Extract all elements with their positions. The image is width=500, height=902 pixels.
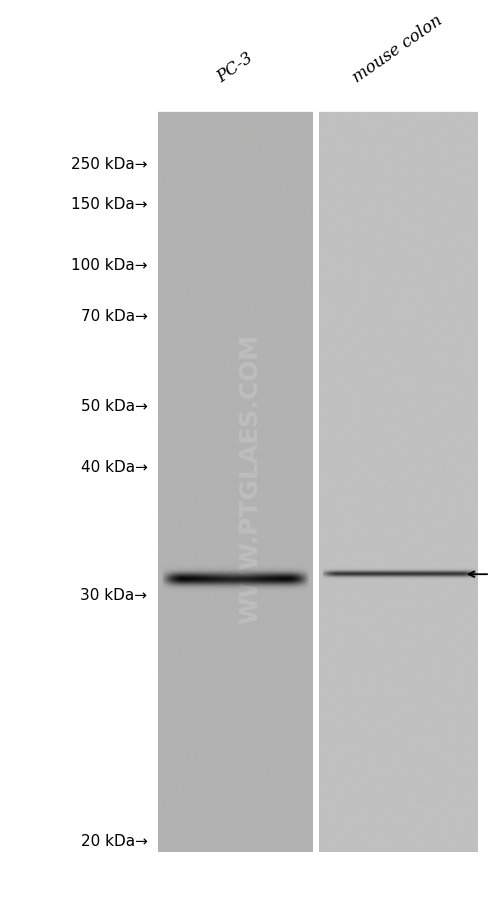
Bar xyxy=(158,113,312,852)
Text: 30 kDa→: 30 kDa→ xyxy=(80,588,148,603)
Text: WWW.PTGLAES.COM: WWW.PTGLAES.COM xyxy=(238,333,262,623)
Text: 50 kDa→: 50 kDa→ xyxy=(80,399,148,413)
Text: PC-3: PC-3 xyxy=(214,49,256,86)
Text: 20 kDa→: 20 kDa→ xyxy=(80,833,148,848)
Text: 250 kDa→: 250 kDa→ xyxy=(71,157,148,171)
Text: 150 kDa→: 150 kDa→ xyxy=(71,198,148,212)
Text: 40 kDa→: 40 kDa→ xyxy=(80,460,148,474)
Text: mouse colon: mouse colon xyxy=(350,12,446,86)
Text: 70 kDa→: 70 kDa→ xyxy=(80,308,148,323)
Text: 100 kDa→: 100 kDa→ xyxy=(71,258,148,272)
Bar xyxy=(319,113,478,852)
